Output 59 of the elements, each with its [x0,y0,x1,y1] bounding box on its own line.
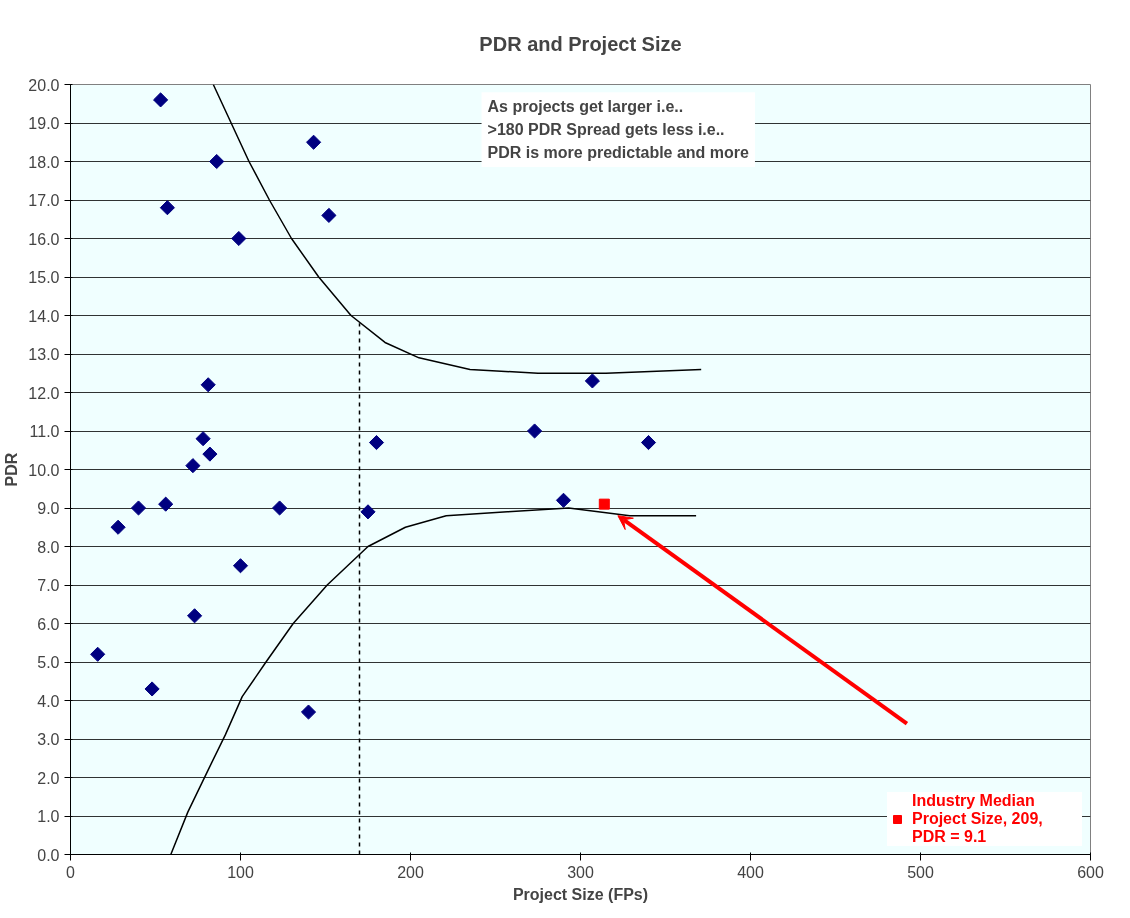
point [195,431,211,447]
point [202,446,218,462]
y-tick-label: 11.0 [29,423,60,440]
point [368,434,385,451]
point [209,153,225,170]
y-tick-label: 8.0 [37,538,60,556]
point [158,496,174,512]
point [300,704,317,720]
y-tick-label: 14.0 [28,307,60,325]
point [144,681,160,697]
chart-title: PDR and Project Size [479,32,682,55]
annotation: As projects get larger i.e.. >180 PDR Spread gets less i.e.. PDR is more predictable and more [487,98,750,162]
point [90,646,106,662]
y-tick-label: 15.0 [28,269,60,286]
point [555,492,572,508]
point [321,207,337,223]
point [130,500,147,516]
point [187,608,203,624]
y-tick-label: 1.0 [37,808,60,825]
y-tick-label: 16.0 [28,230,60,248]
y-tick-label: 2.0 [37,769,60,787]
x-axis-title: Project Size (FPs) [512,885,649,903]
x-tick-label: 400 [737,863,764,881]
point [232,558,249,574]
point [584,373,600,389]
point [185,458,201,474]
x-tick-label: 200 [397,863,424,881]
x-tick-label: 0 [66,863,76,881]
y-tick-label: 9.0 [37,500,60,517]
x-tick-label: 500 [907,863,934,881]
y-tick-label: 7.0 [37,577,60,594]
y-axis-title: PDR [3,452,21,487]
point [598,498,610,510]
y-tick-label: 0.0 [37,846,60,864]
y-tick-label: 13.0 [28,346,60,363]
y-tick-label: 19.0 [28,115,60,132]
point [527,423,543,439]
y-tick-label: 4.0 [37,692,60,710]
point [360,504,376,520]
y-tick-label: 18.0 [28,153,60,171]
point [272,500,288,516]
y-tick-label: 10.0 [28,461,60,479]
point [153,92,169,108]
point [110,519,126,535]
point [231,230,247,247]
point [306,134,322,150]
y-tick-label: 6.0 [37,615,60,633]
x-tick-label: 600 [1077,863,1104,881]
legend-label: Industry Median Project Size, 209, PDR = 9.1 [912,792,1044,846]
y-tick-label: 20.0 [28,76,60,94]
y-tick-label: 3.0 [37,731,60,748]
point [200,377,216,393]
y-tick-label: 17.0 [28,192,60,209]
point [640,434,657,451]
y-tick-label: 12.0 [28,384,60,402]
y-tick-label: 5.0 [37,654,60,671]
x-tick-label: 300 [567,863,594,881]
x-tick-label: 100 [227,863,254,881]
point [159,200,175,216]
